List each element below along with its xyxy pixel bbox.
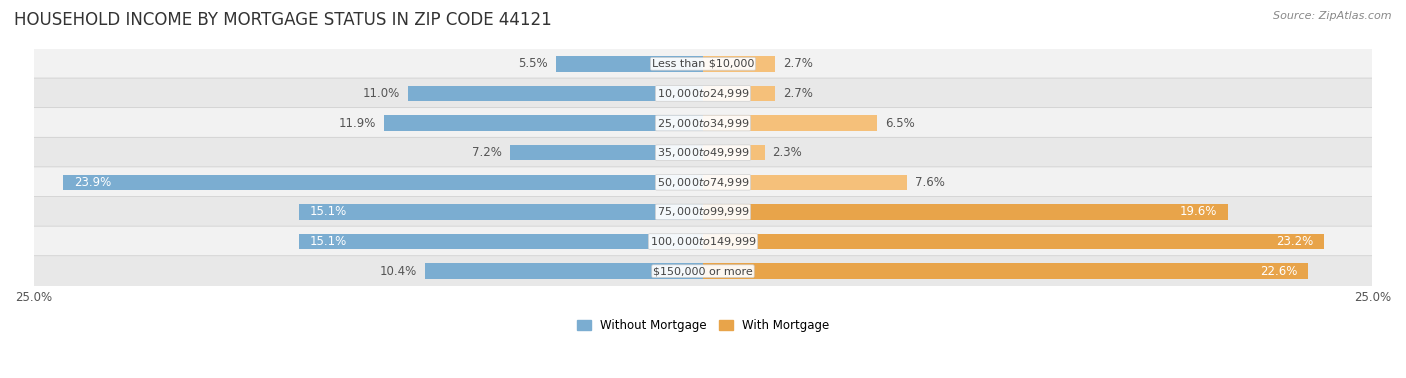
Text: $50,000 to $74,999: $50,000 to $74,999	[657, 176, 749, 189]
FancyBboxPatch shape	[32, 197, 1374, 227]
Legend: Without Mortgage, With Mortgage: Without Mortgage, With Mortgage	[576, 319, 830, 332]
Text: 7.2%: 7.2%	[472, 146, 502, 159]
FancyBboxPatch shape	[32, 226, 1374, 257]
Bar	[63, 175, 703, 190]
Text: 23.9%: 23.9%	[73, 176, 111, 189]
Text: $75,000 to $99,999: $75,000 to $99,999	[657, 205, 749, 218]
Bar	[298, 204, 703, 220]
FancyBboxPatch shape	[32, 78, 1374, 109]
FancyBboxPatch shape	[32, 167, 1374, 198]
Text: 2.7%: 2.7%	[783, 57, 813, 70]
Text: 15.1%: 15.1%	[309, 205, 347, 218]
Bar	[703, 145, 765, 160]
FancyBboxPatch shape	[32, 48, 1374, 79]
Bar	[555, 56, 703, 71]
Bar	[703, 263, 1308, 279]
Bar	[425, 263, 703, 279]
FancyBboxPatch shape	[32, 137, 1374, 168]
Text: 2.7%: 2.7%	[783, 87, 813, 100]
Text: Less than $10,000: Less than $10,000	[652, 59, 754, 69]
Bar	[703, 56, 775, 71]
Text: 22.6%: 22.6%	[1260, 265, 1298, 278]
Text: $25,000 to $34,999: $25,000 to $34,999	[657, 116, 749, 130]
Text: HOUSEHOLD INCOME BY MORTGAGE STATUS IN ZIP CODE 44121: HOUSEHOLD INCOME BY MORTGAGE STATUS IN Z…	[14, 11, 551, 29]
Text: 10.4%: 10.4%	[380, 265, 416, 278]
Text: 11.0%: 11.0%	[363, 87, 401, 100]
Bar	[703, 86, 775, 101]
Text: 23.2%: 23.2%	[1277, 235, 1313, 248]
Bar	[510, 145, 703, 160]
FancyBboxPatch shape	[32, 108, 1374, 138]
Bar	[409, 86, 703, 101]
Bar	[703, 115, 877, 131]
Bar	[384, 115, 703, 131]
Bar	[703, 175, 907, 190]
Text: 5.5%: 5.5%	[517, 57, 548, 70]
Text: Source: ZipAtlas.com: Source: ZipAtlas.com	[1274, 11, 1392, 21]
FancyBboxPatch shape	[32, 256, 1374, 287]
Text: 6.5%: 6.5%	[886, 116, 915, 130]
Text: 15.1%: 15.1%	[309, 235, 347, 248]
Text: 19.6%: 19.6%	[1180, 205, 1218, 218]
Text: $100,000 to $149,999: $100,000 to $149,999	[650, 235, 756, 248]
Text: $10,000 to $24,999: $10,000 to $24,999	[657, 87, 749, 100]
Bar	[703, 204, 1227, 220]
Text: $150,000 or more: $150,000 or more	[654, 266, 752, 276]
Text: $35,000 to $49,999: $35,000 to $49,999	[657, 146, 749, 159]
Text: 2.3%: 2.3%	[773, 146, 803, 159]
Bar	[298, 234, 703, 249]
Text: 11.9%: 11.9%	[339, 116, 377, 130]
Bar	[703, 234, 1324, 249]
Text: 7.6%: 7.6%	[914, 176, 945, 189]
